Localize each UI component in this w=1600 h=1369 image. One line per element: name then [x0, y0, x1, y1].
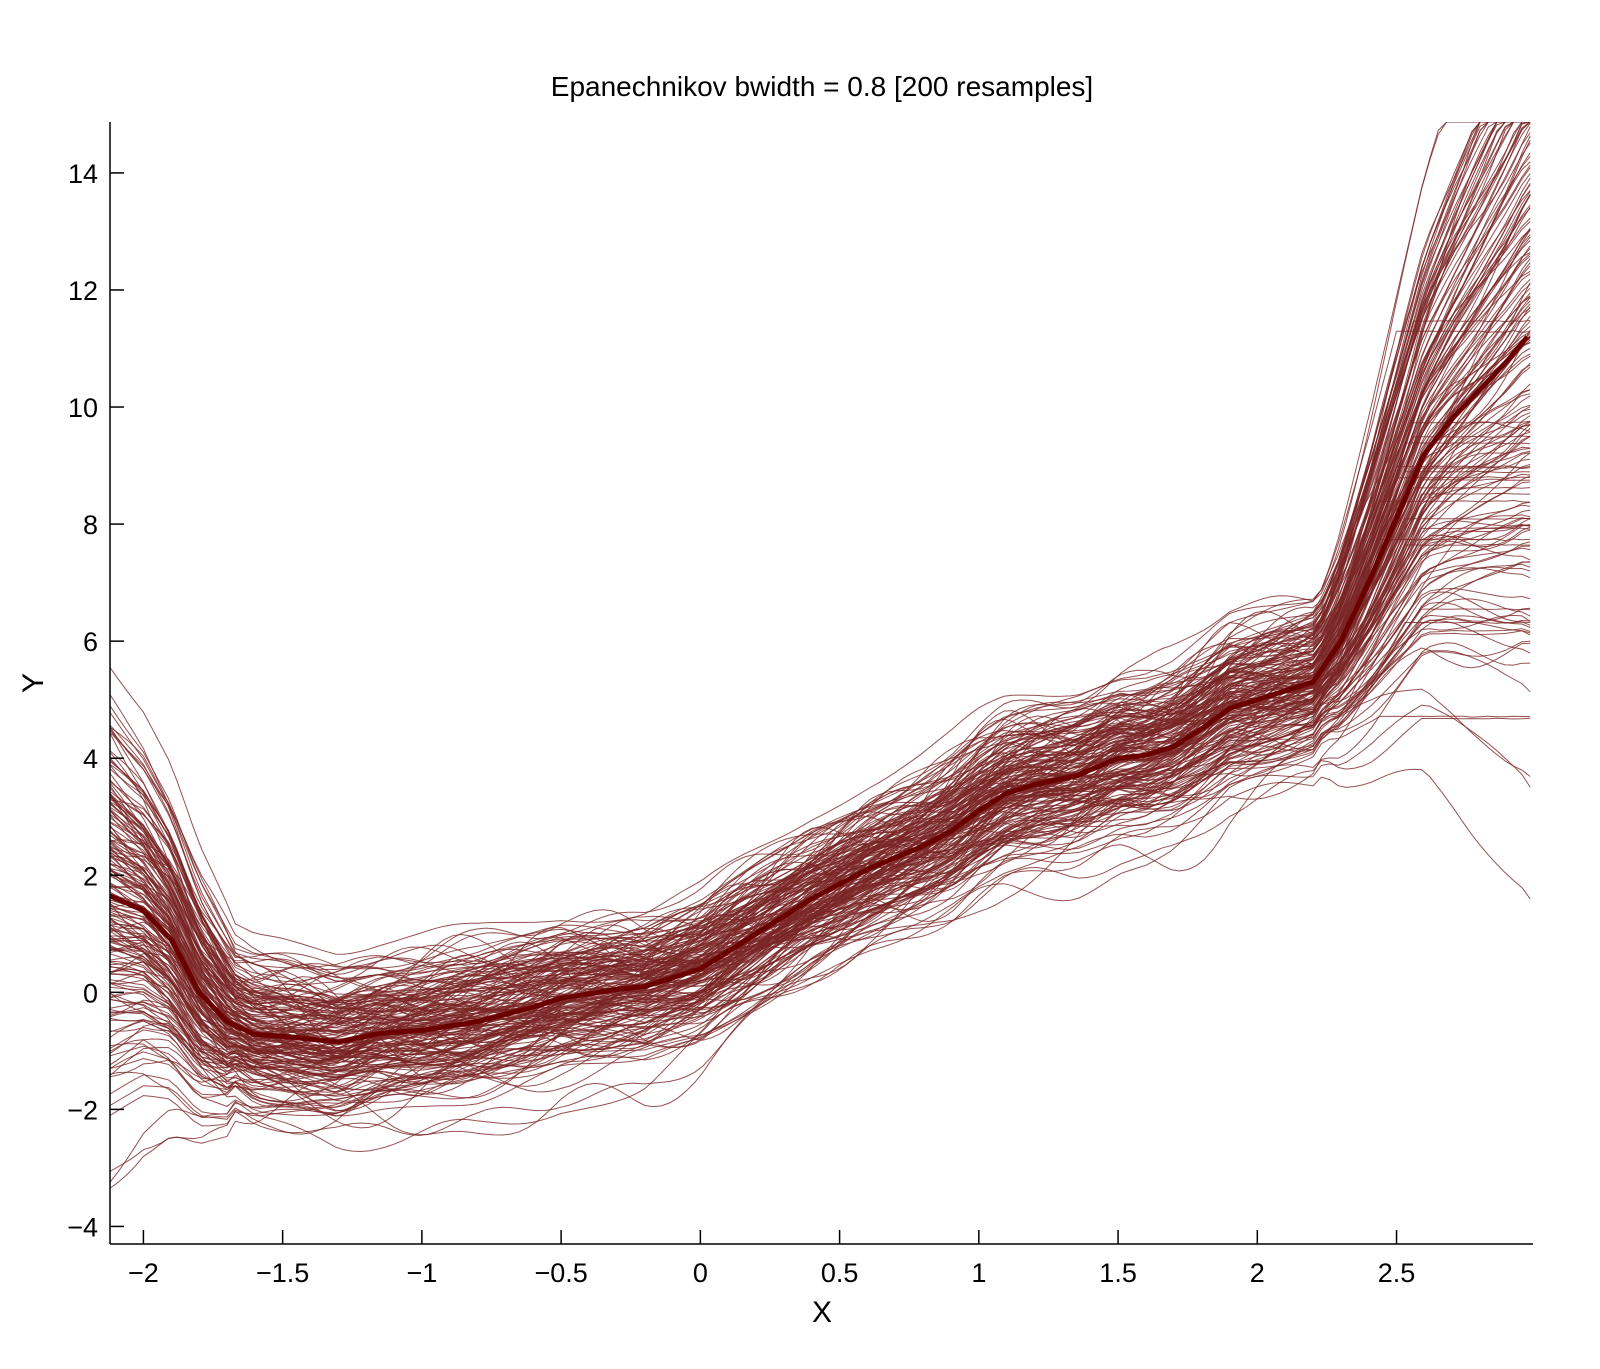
resample-curve: [110, 122, 1531, 1019]
resample-curve: [110, 207, 1531, 1010]
resample-curve: [110, 591, 1531, 1102]
resample-curve: [110, 463, 1531, 1069]
resample-curve: [110, 393, 1531, 1112]
x-axis-label: X: [812, 1296, 832, 1329]
resample-curve: [110, 452, 1531, 1073]
y-axis-label: Y: [17, 673, 50, 693]
resample-curve: [110, 330, 1531, 983]
resample-curve: [110, 501, 1531, 1115]
resample-curve: [110, 122, 1531, 1011]
resample-curve: [110, 642, 1531, 1135]
resample-curve: [110, 347, 1531, 1058]
y-tick-label: 6: [83, 627, 98, 657]
resample-curve: [110, 499, 1531, 1049]
resample-curve: [110, 122, 1531, 969]
y-tick-label: 4: [83, 744, 98, 774]
resample-curve: [110, 452, 1531, 1109]
resample-curve: [110, 688, 1531, 1117]
resample-curve: [110, 335, 1531, 1071]
x-tick-label: 1.5: [1099, 1258, 1137, 1288]
resample-curve: [110, 404, 1531, 1046]
x-tick-label: −1.5: [256, 1258, 309, 1288]
resample-curve: [110, 362, 1531, 1088]
resample-curve: [110, 253, 1531, 1044]
resample-curve: [110, 122, 1531, 1012]
resample-curve: [110, 122, 1531, 976]
y-tick-label: 14: [68, 159, 98, 189]
y-tick-label: 10: [68, 393, 98, 423]
resample-curve: [110, 265, 1531, 1058]
resample-curves: [110, 122, 1531, 1189]
resample-curve: [110, 383, 1531, 1064]
x-tick-label: 0: [693, 1258, 708, 1288]
resample-curve: [110, 122, 1531, 1003]
resample-curve: [110, 547, 1531, 1033]
resample-curve: [110, 650, 1531, 1102]
y-tick-label: 12: [68, 276, 98, 306]
resample-curve: [110, 517, 1531, 1071]
resample-curve: [110, 122, 1531, 1015]
resample-curve: [110, 177, 1531, 1055]
resample-curve: [110, 517, 1531, 1097]
x-tick-label: 2: [1250, 1258, 1265, 1288]
resample-curve: [110, 435, 1531, 1074]
mean-curve: [110, 335, 1530, 1045]
resample-curve: [110, 122, 1531, 955]
mean-curve-group: [110, 335, 1530, 1045]
x-tick-label: −2: [128, 1258, 159, 1288]
resample-curve: [110, 717, 1531, 1172]
resample-curve: [110, 296, 1531, 1038]
resample-curve: [110, 122, 1531, 970]
resample-curve: [110, 307, 1531, 1020]
resample-curve: [110, 704, 1531, 1183]
resample-curve: [110, 122, 1531, 1014]
y-tick-label: 0: [83, 978, 98, 1008]
resample-curve: [110, 520, 1531, 1069]
resample-curve: [110, 155, 1531, 1022]
x-tick-label: 0.5: [821, 1258, 859, 1288]
resample-curve: [110, 309, 1531, 1076]
x-tick-label: −1: [406, 1258, 437, 1288]
resample-curve: [110, 427, 1531, 1061]
resample-curve: [110, 514, 1531, 1117]
y-tick-label: −2: [67, 1095, 98, 1125]
resample-curve: [110, 715, 1531, 1117]
resample-curve: [110, 768, 1531, 1108]
resample-curve: [110, 408, 1531, 1073]
resample-curve: [110, 122, 1531, 995]
resample-curve: [110, 122, 1531, 1005]
resample-curve: [110, 183, 1531, 1031]
chart-title: Epanechnikov bwidth = 0.8 [200 resamples…: [551, 71, 1093, 102]
x-tick-label: 1: [971, 1258, 986, 1288]
resample-curve: [110, 619, 1531, 1109]
y-tick-label: −4: [67, 1212, 98, 1242]
x-tick-label: 2.5: [1378, 1258, 1416, 1288]
resample-curve: [110, 543, 1531, 1061]
y-tick-label: 2: [83, 861, 98, 891]
x-tick-label: −0.5: [534, 1258, 587, 1288]
y-tick-label: 8: [83, 510, 98, 540]
resample-curve: [110, 523, 1531, 1084]
resample-curve: [110, 524, 1531, 1046]
resample-curve: [110, 470, 1531, 1041]
